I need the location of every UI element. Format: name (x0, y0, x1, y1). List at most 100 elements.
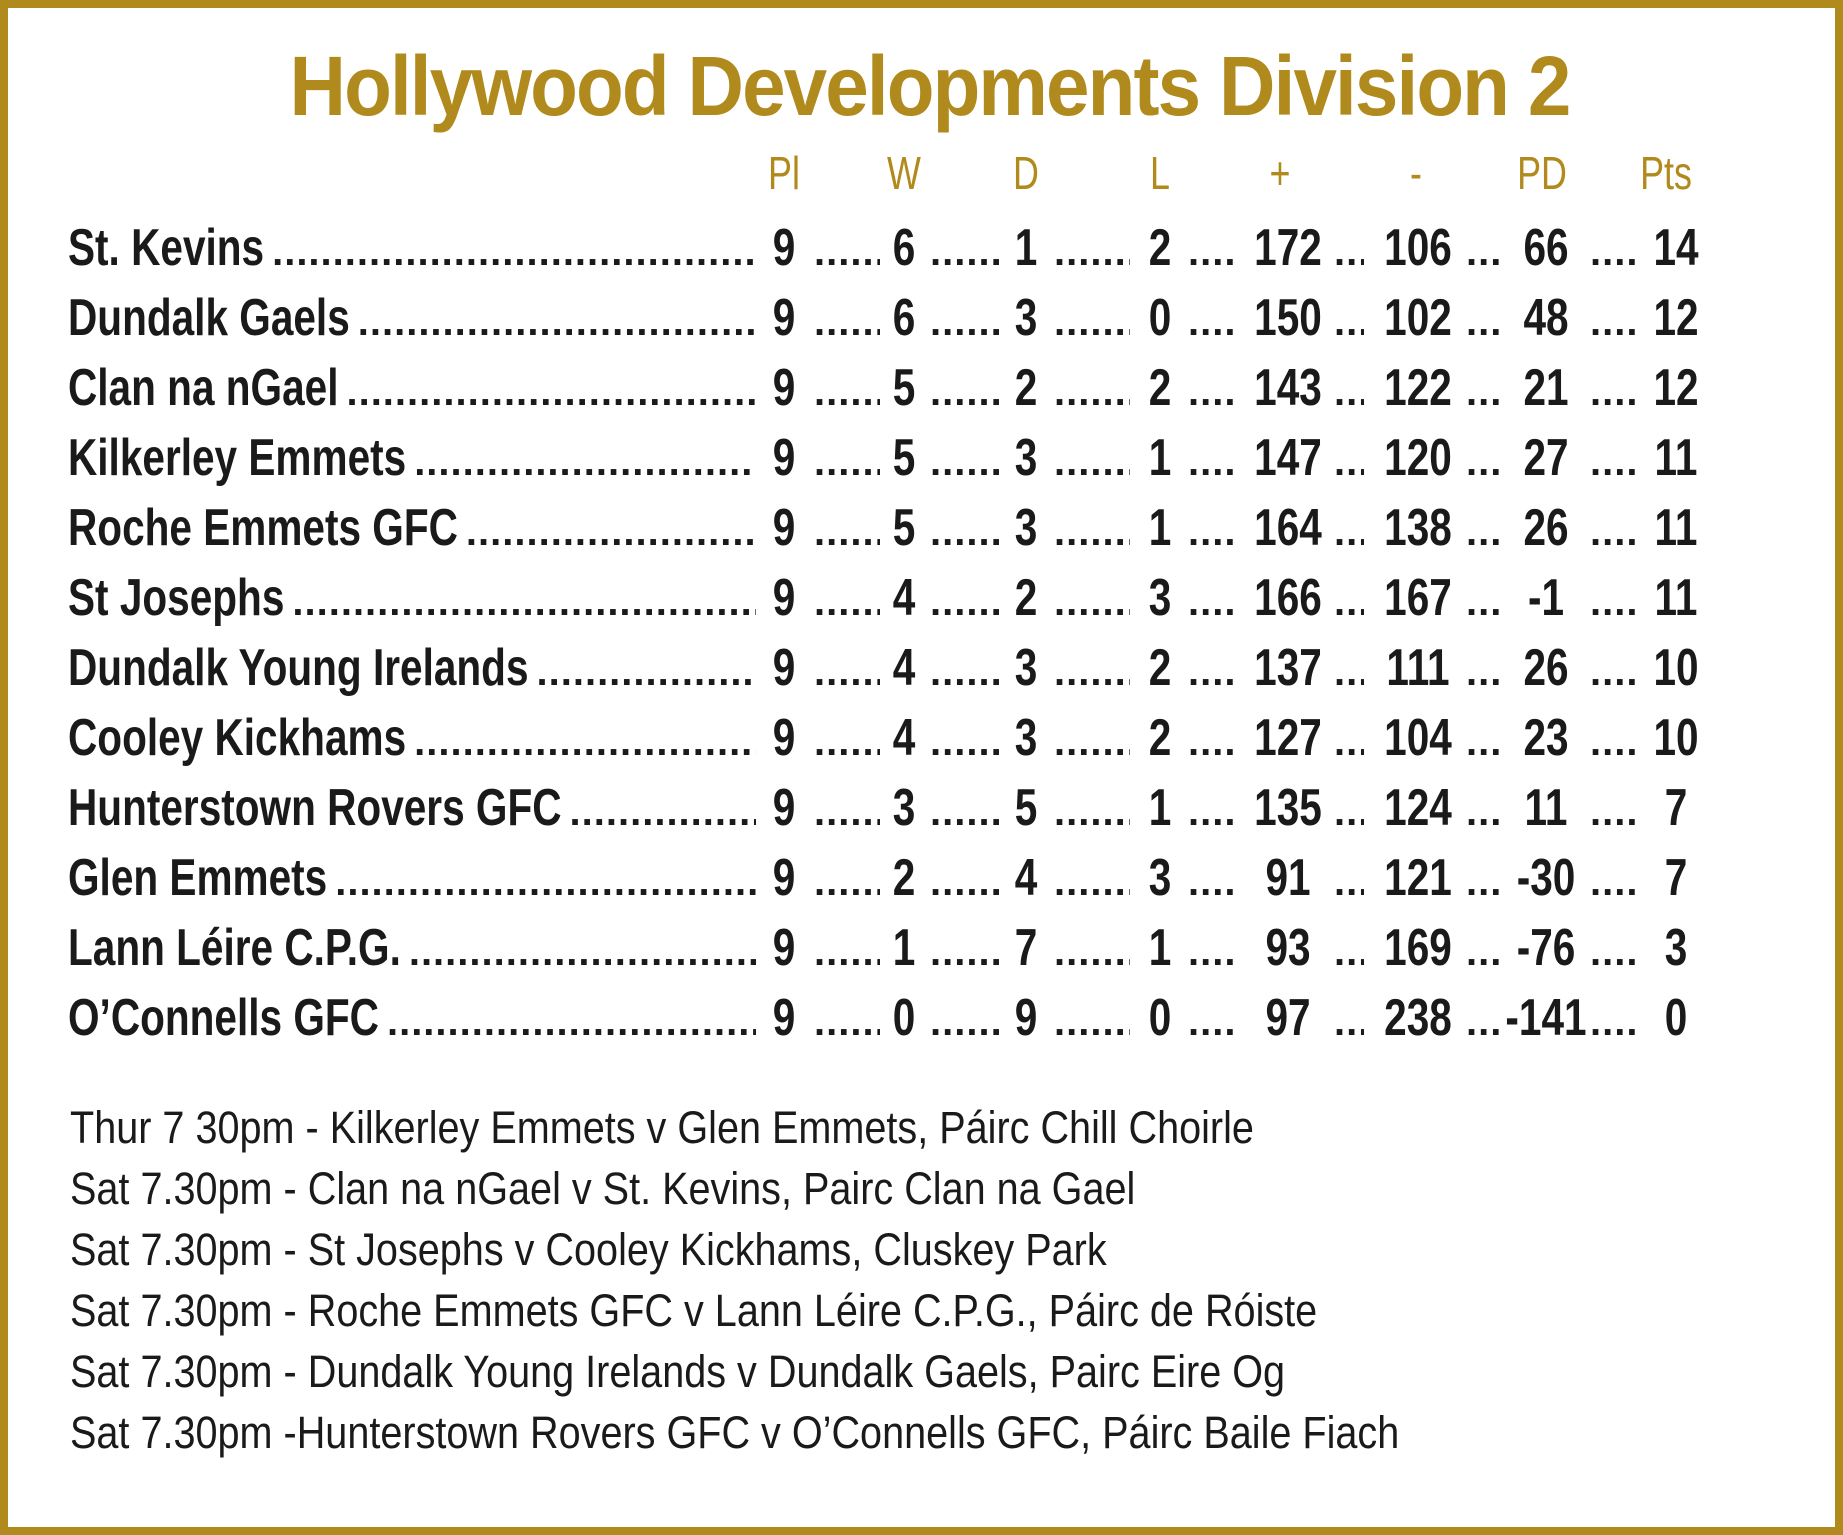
dot-leader: ........................................… (1054, 790, 1130, 834)
cell-d: 1 (1014, 219, 1038, 277)
cell-w: 3 (892, 779, 916, 837)
cell-pts: 11 (1654, 429, 1698, 487)
cell-l: 1 (1148, 919, 1172, 977)
dot-leader: ........................................… (930, 580, 1000, 624)
cell-plus: 166 (1254, 569, 1322, 627)
dot-leader: ........................................… (1054, 300, 1130, 344)
cell-pl: 9 (772, 779, 796, 837)
dot-leader: ........................................… (930, 510, 1000, 554)
cell-d: 2 (1014, 359, 1038, 417)
table-row: Glen Emmets.............................… (8, 843, 1843, 913)
cell-pd: -76 (1516, 919, 1576, 977)
header-w: W (887, 147, 921, 199)
cell-pd: -1 (1527, 569, 1565, 627)
header-l: L (1150, 147, 1170, 199)
cell-d: 9 (1014, 989, 1038, 1047)
cell-l: 3 (1148, 569, 1172, 627)
cell-d: 3 (1014, 709, 1038, 767)
cell-plus: 150 (1254, 289, 1322, 347)
team-name: Lann Léire C.P.G. (68, 919, 401, 977)
dot-leader: ........................................… (1054, 650, 1130, 694)
cell-pts: 10 (1653, 639, 1699, 697)
cell-pl: 9 (772, 989, 796, 1047)
team-name: St. Kevins (68, 219, 265, 277)
team-name: Dundalk Gaels (68, 289, 350, 347)
cell-pl: 9 (772, 289, 796, 347)
cell-plus: 143 (1254, 359, 1322, 417)
cell-minus: 120 (1384, 429, 1452, 487)
cell-pl: 9 (772, 569, 796, 627)
cell-minus: 104 (1384, 709, 1452, 767)
dot-leader: ........................................… (1334, 650, 1364, 694)
dot-leader: ........................................… (1334, 300, 1364, 344)
cell-pts: 11 (1654, 499, 1698, 557)
dot-leader: ........................................… (930, 860, 1000, 904)
dot-leader: ........................................… (1188, 650, 1238, 694)
header-pl: Pl (768, 147, 800, 199)
cell-plus: 91 (1265, 849, 1311, 907)
dot-leader: ........................................… (1590, 510, 1638, 554)
cell-pd: -141 (1505, 989, 1587, 1047)
dot-leader: ........................................… (1466, 930, 1504, 974)
cell-pd: 23 (1523, 709, 1569, 767)
cell-l: 2 (1148, 709, 1172, 767)
cell-pts: 12 (1653, 289, 1699, 347)
dot-leader: ........................................… (1590, 370, 1638, 414)
dot-leader: ........................................… (1188, 790, 1238, 834)
team-name: O’Connells GFC (68, 989, 379, 1047)
cell-w: 6 (892, 289, 916, 347)
dot-leader: ........................................… (1334, 860, 1364, 904)
dot-leader: ........................................… (1334, 790, 1364, 834)
dot-leader: ........................................… (1054, 580, 1130, 624)
cell-pts: 3 (1664, 919, 1688, 977)
cell-minus: 238 (1384, 989, 1452, 1047)
cell-pl: 9 (772, 499, 796, 557)
team-name: Kilkerley Emmets (68, 429, 407, 487)
cell-minus: 111 (1386, 639, 1450, 697)
dot-leader: ........................................… (1188, 230, 1238, 274)
cell-pl: 9 (772, 639, 796, 697)
cell-w: 4 (892, 569, 916, 627)
cell-plus: 137 (1254, 639, 1322, 697)
team-name: St Josephs (68, 569, 285, 627)
fixture-line: Thur 7 30pm - Kilkerley Emmets v Glen Em… (70, 1102, 1254, 1153)
cell-minus: 169 (1384, 919, 1452, 977)
dot-leader: ........................................… (1590, 1000, 1638, 1044)
dot-leader: ........................................… (1334, 930, 1364, 974)
cell-plus: 172 (1254, 219, 1322, 277)
dot-leader: ........................................… (1188, 300, 1238, 344)
dot-leader: ........................................… (814, 300, 880, 344)
dot-leader: ........................................… (1054, 230, 1130, 274)
table-row: Kilkerley Emmets........................… (8, 423, 1843, 493)
dot-leader: ........................................… (1590, 300, 1638, 344)
dot-leader: ........................................… (1466, 440, 1504, 484)
dot-leader: ........................................… (1590, 230, 1638, 274)
cell-minus: 124 (1384, 779, 1452, 837)
cell-pts: 7 (1664, 849, 1688, 907)
cell-l: 1 (1148, 499, 1172, 557)
header-minus: - (1410, 147, 1422, 199)
cell-w: 5 (892, 359, 916, 417)
cell-minus: 121 (1384, 849, 1452, 907)
cell-l: 2 (1148, 359, 1172, 417)
dot-leader: ........................................… (930, 790, 1000, 834)
dot-leader: ........................................… (1466, 510, 1504, 554)
dot-leader: ........................................… (1188, 930, 1238, 974)
cell-pd: 11 (1524, 779, 1568, 837)
cell-plus: 147 (1254, 429, 1322, 487)
cell-d: 3 (1014, 499, 1038, 557)
dot-leader: ........................................… (1590, 580, 1638, 624)
cell-w: 4 (892, 639, 916, 697)
team-name: Roche Emmets GFC (68, 499, 458, 557)
table-row: Dundalk Gaels...........................… (8, 283, 1843, 353)
dot-leader: ........................................… (346, 370, 756, 414)
cell-pl: 9 (772, 219, 796, 277)
cell-d: 3 (1014, 639, 1038, 697)
fixture-line: Sat 7.30pm - Clan na nGael v St. Kevins,… (70, 1163, 1136, 1214)
cell-w: 1 (892, 919, 916, 977)
dot-leader: ........................................… (814, 860, 880, 904)
dot-leader: ........................................… (930, 930, 1000, 974)
dot-leader: ........................................… (1054, 860, 1130, 904)
cell-w: 0 (892, 989, 916, 1047)
cell-plus: 97 (1265, 989, 1311, 1047)
